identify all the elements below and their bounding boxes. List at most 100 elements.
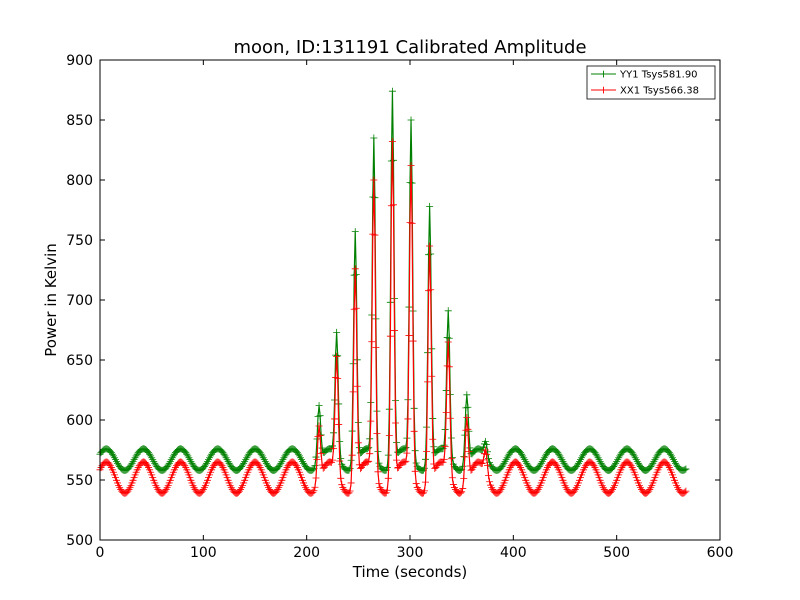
data-point	[335, 421, 343, 429]
data-point	[162, 486, 170, 494]
data-point	[310, 487, 318, 495]
data-point	[243, 454, 251, 462]
data-point	[329, 456, 336, 464]
data-point	[611, 461, 619, 469]
data-point	[447, 455, 455, 463]
data-point	[384, 474, 392, 482]
data-point	[500, 459, 508, 467]
data-point	[407, 116, 415, 124]
data-point	[220, 450, 228, 458]
data-point	[223, 456, 231, 464]
y-tick-label: 750	[66, 233, 93, 249]
data-point	[681, 466, 689, 474]
y-tick-label: 600	[66, 413, 93, 429]
data-point	[459, 484, 467, 492]
data-point	[558, 456, 566, 464]
y-tick-label: 650	[66, 353, 93, 369]
data-point	[278, 457, 286, 465]
data-point	[131, 454, 139, 462]
data-point	[408, 219, 416, 227]
data-point	[411, 467, 419, 475]
data-point	[409, 337, 417, 345]
data-point	[113, 457, 121, 465]
data-point	[187, 457, 195, 465]
data-point	[389, 156, 397, 164]
data-point	[481, 446, 489, 454]
data-point	[667, 452, 675, 460]
data-point	[426, 202, 434, 210]
data-point	[444, 307, 452, 315]
data-point	[481, 438, 489, 446]
data-point	[370, 176, 378, 184]
data-point	[444, 338, 452, 346]
data-point	[388, 138, 396, 146]
data-point	[458, 488, 466, 496]
data-point	[629, 450, 637, 458]
data-point	[612, 459, 620, 467]
data-point	[593, 452, 601, 460]
data-point	[203, 457, 211, 465]
data-point	[668, 454, 676, 462]
legend-marker-xx1: +	[599, 84, 608, 97]
series-layer	[96, 87, 690, 497]
data-point	[578, 454, 586, 462]
data-point	[315, 422, 323, 430]
series-markers-1	[96, 138, 690, 497]
data-point	[405, 331, 413, 339]
data-point	[573, 461, 581, 469]
data-point	[486, 478, 494, 486]
data-point	[445, 334, 453, 342]
data-point	[242, 456, 250, 464]
data-point	[258, 452, 266, 460]
data-point	[402, 444, 410, 452]
data-point	[464, 425, 472, 433]
data-point	[522, 457, 530, 465]
data-point	[370, 134, 378, 142]
y-tick-label: 500	[66, 533, 93, 549]
data-point	[536, 461, 544, 469]
data-point	[371, 231, 379, 239]
data-point	[311, 483, 319, 491]
data-point	[241, 457, 249, 465]
data-point	[449, 481, 457, 489]
data-point	[351, 265, 359, 273]
data-point	[592, 450, 600, 458]
x-tick-label: 0	[96, 545, 105, 561]
data-point	[354, 439, 362, 447]
legend-marker-yy1: +	[599, 68, 608, 81]
data-point	[280, 454, 288, 462]
series-markers-0	[96, 87, 690, 474]
data-point	[422, 455, 429, 463]
data-point	[315, 402, 323, 410]
data-point	[202, 459, 210, 467]
data-point	[497, 486, 505, 494]
data-point	[595, 456, 603, 464]
data-point	[383, 464, 391, 472]
data-point	[375, 480, 383, 488]
data-point	[345, 489, 353, 497]
data-point	[590, 462, 598, 470]
data-point	[383, 486, 391, 494]
data-point	[312, 474, 320, 482]
data-point	[205, 456, 212, 464]
data-point	[457, 489, 465, 497]
data-point	[351, 228, 359, 236]
data-point	[446, 414, 454, 422]
data-point	[371, 194, 379, 202]
y-axis-title: Power in Kelvin	[42, 243, 60, 357]
data-point	[388, 87, 396, 95]
chart-title: moon, ID:131191 Calibrated Amplitude	[233, 37, 586, 58]
data-point	[681, 488, 689, 496]
data-point	[385, 431, 393, 439]
data-point	[144, 462, 152, 470]
data-point	[309, 488, 317, 496]
data-point	[649, 459, 657, 467]
data-point	[237, 486, 245, 494]
data-point	[575, 457, 583, 465]
data-point	[429, 435, 437, 443]
data-point	[403, 449, 411, 457]
data-point	[125, 486, 133, 494]
data-point	[441, 442, 449, 450]
data-point	[559, 457, 567, 465]
data-point	[401, 458, 409, 466]
